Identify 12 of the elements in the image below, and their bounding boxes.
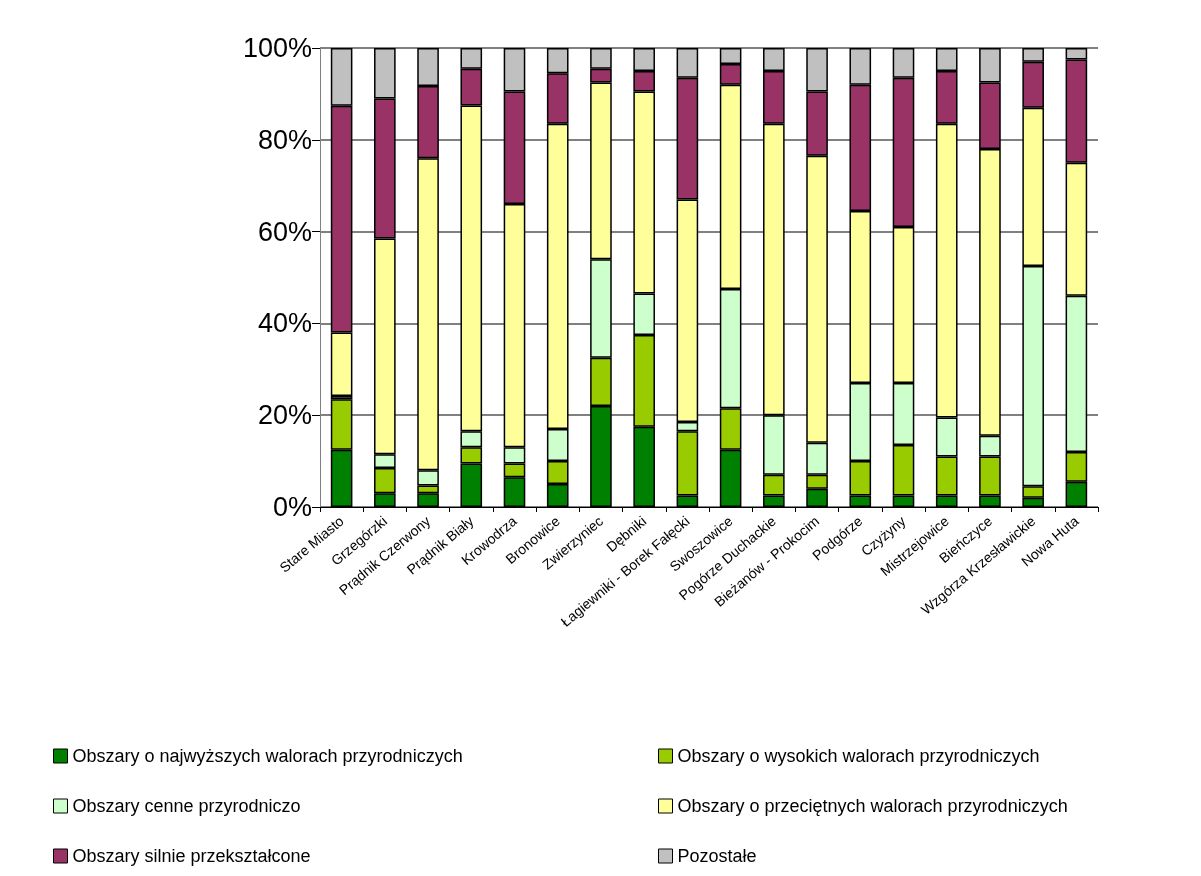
y-tick-label: 0%	[272, 492, 312, 522]
legend-label: Obszary o wysokich walorach przyrodniczych	[677, 746, 1040, 766]
legend-label: Obszary o najwyższych walorach przyrodniczych	[72, 746, 463, 766]
legend-label: Obszary o przeciętnych walorach przyrodniczych	[677, 796, 1068, 816]
y-tick-label: 20%	[257, 400, 312, 431]
y-tick-label: 40%	[257, 308, 312, 339]
y-tick-label: 80%	[257, 124, 312, 155]
legend-label: Obszary cenne przyrodniczo	[72, 796, 301, 816]
y-tick-label: 60%	[257, 216, 312, 247]
legend-label: Obszary silnie przekształcone	[72, 846, 311, 866]
y-tick-label: 100%	[242, 33, 312, 63]
legend-label: Pozostałe	[677, 846, 757, 866]
